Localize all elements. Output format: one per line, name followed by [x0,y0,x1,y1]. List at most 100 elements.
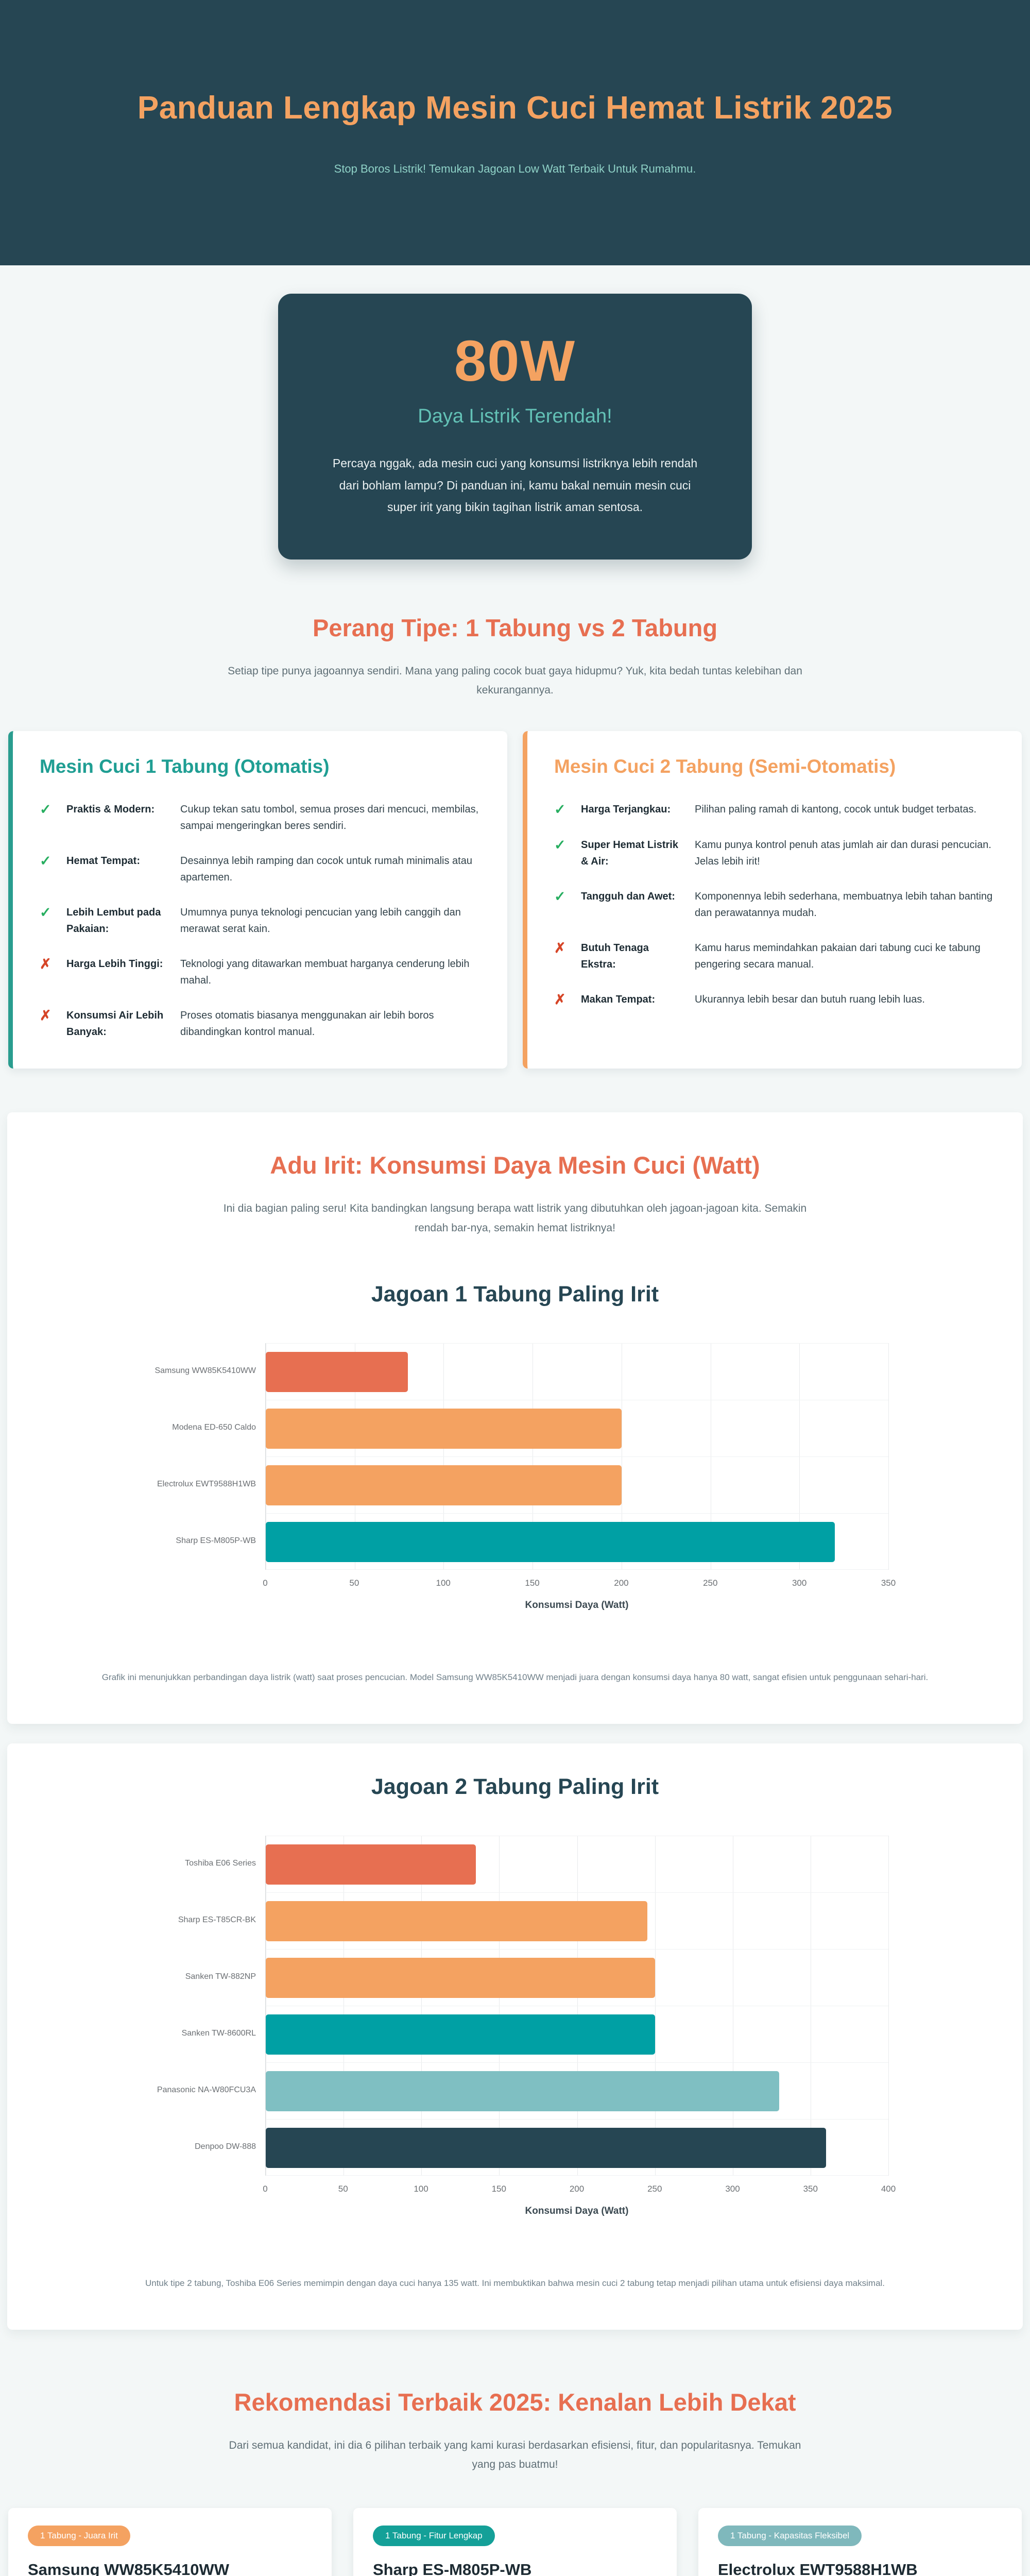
chart-bar [266,2127,827,2168]
chart-x-tick: 350 [803,2183,818,2194]
item-label: Lebih Lembut pada Pakaian: [66,907,161,935]
recommendations-subtitle: Dari semua kandidat, ini dia 6 pilihan t… [229,2439,801,2471]
pro-item: ✓ Super Hemat Listrik & Air: Kamu punya ko… [554,837,995,870]
chart-bar [266,2071,780,2111]
chart-2-title: Jagoan 2 Tabung Paling Irit [371,1774,659,1799]
page-title: Panduan Lengkap Mesin Cuci Hemat Listrik… [137,90,893,126]
chart-x-tick: 150 [491,2183,506,2194]
card-1-tabung-title: Mesin Cuci 1 Tabung (Otomatis) [40,756,330,777]
chart-plot-area [265,1343,889,1570]
showdown-subtitle: Ini dia bagian paling seru! Kita banding… [223,1202,807,1234]
recommendations-section: Rekomendasi Terbaik 2025: Kenalan Lebih … [0,2349,1030,2576]
pro-item: ✓ Tangguh dan Awet: Komponennya lebih sede… [554,888,995,921]
item-text: Kamu harus memindahkan pakaian dari tabu… [695,942,981,970]
pro-item: ✓ Lebih Lembut pada Pakaian: Umumnya punya… [40,904,480,937]
check-icon: ✓ [40,802,52,818]
hero-card: 80W Daya Listrik Terendah! Percaya nggak… [278,294,752,560]
item-text: Desainnya lebih ramping dan cocok untuk … [180,855,472,884]
item-label: Harga Lebih Tinggi: [66,958,163,970]
type-battle-section: Perang Tipe: 1 Tabung vs 2 Tabung Setiap… [0,608,1030,1105]
chart-x-axis-label: Konsumsi Daya (Watt) [525,1599,629,1611]
chart-bar [266,1901,647,1941]
card-2-tabung-title: Mesin Cuci 2 Tabung (Semi-Otomatis) [554,756,896,777]
product-card: 1 Tabung - Fitur Lengkap Sharp ES-M805P-W… [353,2508,677,2576]
chart-x-tick: 250 [703,1578,718,1588]
chart-x-tick: 100 [414,2183,428,2194]
item-label: Butuh Tenaga Ekstra: [581,942,649,970]
comparison-grid: Mesin Cuci 1 Tabung (Otomatis) ✓ Praktis … [8,731,1022,1069]
check-icon: ✓ [40,853,52,869]
chart-bar-row [266,1835,888,1892]
chart-x-tick: 350 [881,1578,896,1588]
product-card-top: 1 Tabung - Fitur Lengkap Sharp ES-M805P-W… [353,2508,677,2576]
card-1-tabung: Mesin Cuci 1 Tabung (Otomatis) ✓ Praktis … [8,731,507,1069]
chart-x-tick: 200 [569,2183,585,2194]
chart-bar-row [266,2119,888,2176]
chart-category-label: Panasonic NA-W80FCU3A [157,2086,256,2095]
item-text: Cukup tekan satu tombol, semua proses da… [180,804,479,832]
battle-title: Perang Tipe: 1 Tabung vs 2 Tabung [312,614,718,641]
chart-1-title: Jagoan 1 Tabung Paling Irit [371,1281,659,1307]
item-label: Makan Tempat: [581,993,656,1005]
product-card-top: 1 Tabung - Kapasitas Fleksibel Electrolux… [698,2508,1022,2576]
chart-category-label: Electrolux EWT9588H1WB [157,1480,256,1489]
chart-category-label: Samsung WW85K5410WW [154,1366,256,1376]
chart-body: Toshiba E06 Series Sharp ES-T85CR-BK Sanke… [142,1835,889,2176]
chart-category-label: Sharp ES-M805P-WB [176,1536,256,1546]
check-icon: ✓ [554,837,566,853]
product-name: Sharp ES-M805P-WB [373,2561,532,2576]
chart-plot-area [265,1835,889,2176]
item-text: Komponennya lebih sederhana, membuatnya … [695,890,993,919]
chart-bar [266,2014,655,2055]
chart-category-label: Sharp ES-T85CR-BK [178,1916,256,1925]
chart-y-labels: Samsung WW85K5410WW Modena ED-650 Caldo El… [142,1343,265,1570]
page-subtitle: Stop Boros Listrik! Temukan Jagoan Low W… [334,162,696,175]
card-2-tabung: Mesin Cuci 2 Tabung (Semi-Otomatis) ✓ Har… [523,731,1022,1069]
con-item: ✗ Konsumsi Air Lebih Banyak: Proses otomat… [40,1007,480,1040]
recommendations-title: Rekomendasi Terbaik 2025: Kenalan Lebih … [234,2388,796,2416]
chart-bar [266,1408,622,1449]
main-content: 80W Daya Listrik Terendah! Percaya nggak… [0,265,1030,2576]
con-item: ✗ Harga Lebih Tinggi: Teknologi yang ditaw… [40,956,480,989]
item-label: Praktis & Modern: [66,804,155,816]
item-label: Super Hemat Listrik & Air: [581,839,678,867]
chart-x-tick: 0 [263,1578,268,1588]
chart-x-axis: 0 50 100 150 200 250 300 350 400 [263,2176,896,2201]
chart-1: Samsung WW85K5410WW Modena ED-650 Caldo El… [142,1343,896,1611]
product-badge: 1 Tabung - Kapasitas Fleksibel [718,2526,862,2547]
chart-card-1: Adu Irit: Konsumsi Daya Mesin Cuci (Watt… [7,1112,1023,1724]
chart-bar [266,1957,655,1998]
item-label: Konsumsi Air Lebih Banyak: [66,1010,164,1038]
item-text: Umumnya punya teknologi pencucian yang l… [180,907,461,935]
chart-bar-row [266,1343,888,1400]
cross-icon: ✗ [554,991,566,1007]
pro-item: ✓ Harga Terjangkau: Pilihan paling ramah d… [554,801,995,818]
chart-bar [266,1521,835,1562]
chart-bar-row [266,1399,888,1456]
product-card-top: 1 Tabung - Juara Irit Samsung WW85K5410WW… [8,2508,332,2576]
item-text: Kamu punya kontrol penuh atas jumlah air… [695,839,991,867]
chart-category-label: Sanken TW-8600RL [181,2029,256,2038]
pros-cons-list-1: ✓ Praktis & Modern: Cukup tekan satu tombo… [40,801,480,1040]
con-item: ✗ Makan Tempat: Ukurannya lebih besar dan … [554,991,995,1008]
cross-icon: ✗ [554,940,566,956]
product-badge: 1 Tabung - Juara Irit [28,2526,130,2547]
chart-card-2: Jagoan 2 Tabung Paling Irit Toshiba E06 … [7,1743,1023,2330]
item-label: Harga Terjangkau: [581,804,671,816]
hero-section: 80W Daya Listrik Terendah! Percaya nggak… [0,265,1030,608]
chart-x-tick: 400 [881,2183,896,2194]
item-text: Pilihan paling ramah di kantong, cocok u… [695,804,977,816]
chart-x-tick: 300 [725,2183,740,2194]
hero-watt-value: 80W [454,329,576,393]
chart-bar-row [266,1456,888,1513]
item-text: Ukurannya lebih besar dan butuh ruang le… [695,993,925,1005]
pros-cons-list-2: ✓ Harga Terjangkau: Pilihan paling ramah d… [554,801,995,1008]
chart-x-tick: 150 [525,1578,540,1588]
battle-subtitle: Setiap tipe punya jagoannya sendiri. Man… [228,665,802,697]
chart-bar-row [266,2062,888,2119]
chart-x-axis-label: Konsumsi Daya (Watt) [525,2205,629,2216]
item-text: Proses otomatis biasanya menggunakan air… [180,1010,434,1038]
showdown-title: Adu Irit: Konsumsi Daya Mesin Cuci (Watt… [270,1151,760,1179]
chart-x-tick: 200 [614,1578,629,1588]
chart-category-label: Modena ED-650 Caldo [172,1423,256,1432]
